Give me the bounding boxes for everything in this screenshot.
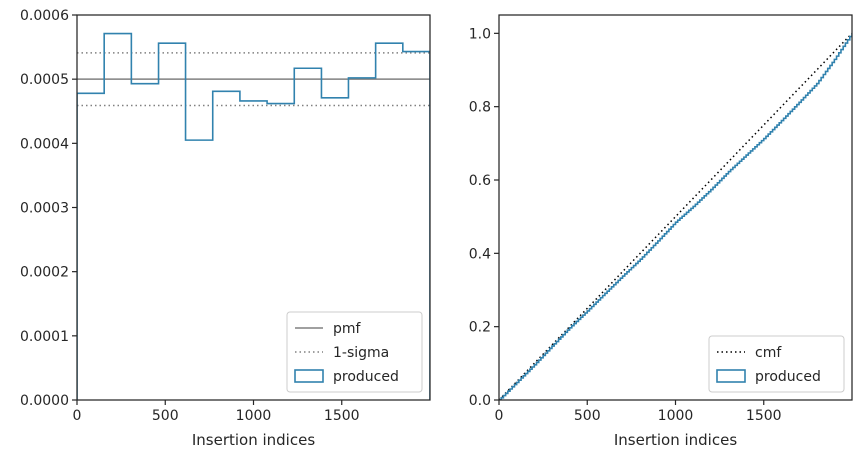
legend-label: produced (333, 369, 399, 385)
x-tick-label: 0 (495, 408, 504, 424)
y-tick-label: 0.0004 (20, 136, 69, 152)
y-tick-label: 0.0002 (20, 265, 69, 281)
legend: cmf produced (708, 335, 845, 393)
y-tick-label: 0.0 (469, 393, 491, 409)
y-tick-label: 0.6 (469, 173, 491, 189)
legend: pmf 1-sigma produced (286, 311, 423, 393)
legend-label: cmf (755, 345, 782, 361)
cumulative-panel: 0 500 1000 1500 0.0 0.2 0.4 0.6 0.8 1.0 Insertion … (469, 14, 853, 449)
cmf-line (499, 32, 852, 400)
x-tick-label: 1500 (324, 408, 360, 424)
x-tick-label: 1000 (236, 408, 272, 424)
x-tick-label: 500 (574, 408, 601, 424)
y-tick-label: 0.0001 (20, 329, 69, 345)
y-tick-label: 1.0 (469, 26, 491, 42)
y-tick-label: 0.0003 (20, 201, 69, 217)
x-tick-label: 1000 (658, 408, 694, 424)
x-tick-label: 0 (73, 408, 82, 424)
y-tick-label: 0.0006 (20, 8, 69, 24)
y-tick-label: 0.2 (469, 320, 491, 336)
x-tick-label: 500 (152, 408, 179, 424)
plot-frame (498, 14, 853, 401)
legend-box (708, 335, 845, 393)
legend-label: pmf (333, 321, 362, 337)
legend-label: 1-sigma (333, 345, 389, 361)
legend-swatch-box (294, 369, 324, 383)
legend-label: produced (755, 369, 821, 385)
y-tick-label: 0.0005 (20, 72, 69, 88)
produced-histogram (77, 32, 430, 400)
plot-area (499, 32, 852, 400)
y-tick-label: 0.8 (469, 100, 491, 116)
x-axis-label: Insertion indices (614, 431, 737, 449)
legend-box (286, 311, 423, 393)
y-tick-label: 0.4 (469, 246, 491, 262)
plot-frame (76, 14, 431, 401)
y-tick-label: 0.0000 (20, 393, 69, 409)
x-tick-label: 1500 (746, 408, 782, 424)
plot-area (77, 32, 430, 400)
produced-line (499, 33, 852, 400)
legend-swatch-box (716, 369, 746, 383)
histogram-panel: 0 500 1000 1500 0.0000 0.0001 0.0002 0.0003 0.00… (20, 8, 431, 449)
x-axis-label: Insertion indices (192, 431, 315, 449)
